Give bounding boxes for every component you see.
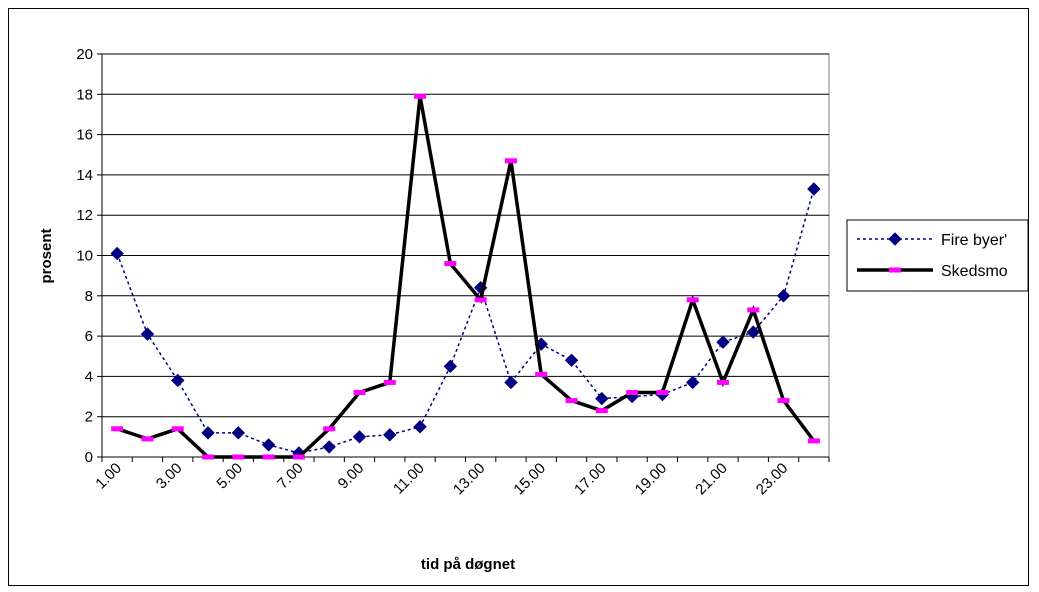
x-tick-label: 1.00 [92, 460, 125, 493]
y-tick-label: 18 [76, 86, 93, 103]
data-point-skedsmo [535, 371, 548, 377]
data-point-fire-byer [807, 182, 821, 196]
data-point-fire-byer [171, 373, 185, 388]
data-point-skedsmo [807, 438, 820, 444]
y-tick-label: 0 [85, 449, 93, 466]
x-tick-label: 7.00 [274, 460, 307, 493]
data-point-skedsmo [474, 297, 487, 303]
y-tick-label: 4 [85, 368, 93, 385]
legend-label-fire-byer: Fire byer' [941, 232, 1007, 249]
data-point-fire-byer [716, 335, 730, 349]
data-point-skedsmo [686, 297, 699, 303]
data-point-skedsmo [141, 436, 154, 442]
x-tick-label: 15.00 [510, 460, 549, 499]
x-tick-label: 23.00 [753, 460, 792, 499]
data-point-skedsmo [414, 93, 427, 99]
y-tick-labels: 0 2 4 6 8 10 12 14 16 18 20 [76, 46, 93, 466]
data-point-skedsmo [747, 307, 760, 313]
x-tick-label: 21.00 [692, 460, 731, 499]
legend-box [846, 219, 1029, 292]
legend-label-skedsmo: Skedsmo [941, 263, 1008, 280]
y-tick-label: 12 [76, 207, 93, 224]
x-tick-label: 17.00 [571, 460, 610, 499]
data-point-fire-byer [352, 430, 367, 444]
x-axis-title: tid på døgnet [421, 556, 515, 573]
data-point-skedsmo [383, 379, 396, 385]
data-point-skedsmo [444, 261, 457, 267]
data-point-fire-byer [776, 289, 791, 303]
data-point-fire-byer [504, 375, 518, 390]
series [110, 93, 821, 460]
data-point-skedsmo [716, 379, 729, 385]
y-tick-label: 2 [85, 409, 93, 426]
legend-marker-skedsmo [889, 267, 901, 273]
series-skedsmo [111, 93, 820, 460]
data-point-skedsmo [262, 454, 275, 460]
series-line-fire-byer [116, 188, 815, 454]
y-tick-label: 16 [76, 127, 93, 144]
legend-diamond-marker [888, 232, 902, 246]
data-point-skedsmo [565, 398, 578, 404]
data-point-fire-byer [201, 426, 215, 440]
data-point-fire-byer [413, 420, 427, 434]
legend: Fire byer' Skedsmo [846, 219, 1029, 292]
data-point-fire-byer [261, 438, 276, 452]
y-axis-title: prosent [38, 228, 55, 283]
data-point-fire-byer [685, 375, 700, 390]
data-point-fire-byer [231, 426, 246, 440]
data-point-skedsmo [656, 390, 669, 396]
data-point-fire-byer [595, 391, 609, 406]
data-point-skedsmo [202, 454, 215, 460]
data-point-skedsmo [777, 398, 790, 404]
x-tick-label: 9.00 [335, 460, 368, 493]
data-point-skedsmo [292, 454, 305, 460]
x-tick-label: 11.00 [390, 460, 428, 498]
x-tick-label: 5.00 [213, 460, 246, 493]
y-tick-label: 14 [76, 167, 93, 184]
y-tick-label: 10 [76, 248, 93, 265]
data-point-fire-byer [564, 353, 579, 367]
data-point-skedsmo [504, 158, 517, 164]
legend-dash-marker [889, 267, 901, 273]
x-tick-labels: 1.00 3.00 5.00 7.00 9.00 11.00 13.00 15.00 17.00… [92, 460, 791, 499]
data-point-fire-byer [746, 325, 760, 339]
gridlines [102, 53, 829, 418]
data-point-skedsmo [232, 454, 245, 460]
y-tick-label: 8 [85, 288, 93, 305]
data-point-skedsmo [353, 390, 366, 396]
x-tick-label: 3.00 [153, 460, 186, 493]
data-point-fire-byer [383, 428, 397, 442]
data-point-fire-byer [322, 440, 336, 454]
y-tick-label: 6 [85, 328, 93, 345]
data-point-skedsmo [626, 390, 639, 396]
x-tick-label: 13.00 [450, 460, 489, 499]
data-point-skedsmo [595, 408, 608, 414]
data-point-fire-byer [140, 327, 155, 341]
x-tick-label: 19.00 [632, 460, 671, 499]
data-point-skedsmo [111, 426, 124, 432]
data-point-fire-byer [443, 359, 458, 374]
data-point-skedsmo [171, 426, 184, 432]
data-point-skedsmo [323, 426, 336, 432]
y-tick-label: 20 [76, 46, 93, 63]
data-point-fire-byer [110, 246, 124, 261]
legend-marker-fire-byer [888, 232, 902, 246]
